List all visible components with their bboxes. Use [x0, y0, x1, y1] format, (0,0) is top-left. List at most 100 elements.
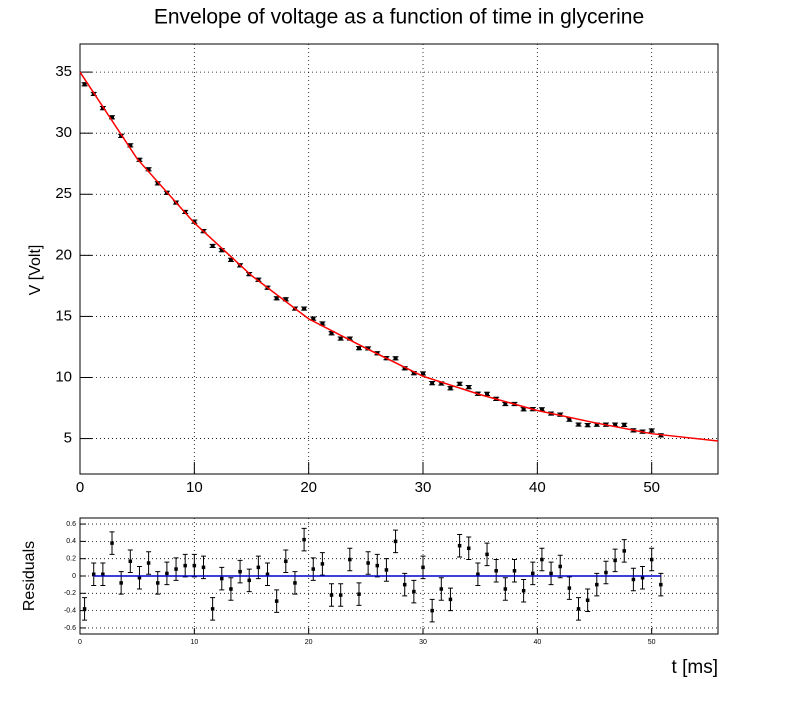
data-point [622, 549, 626, 553]
data-point [457, 543, 462, 548]
data-point [210, 243, 215, 248]
y-axis-label: V [Volt] [27, 245, 44, 296]
data-point [137, 157, 142, 162]
y-tick-label: 0.6 [66, 521, 76, 528]
data-point [585, 423, 590, 428]
y-tick-label: 0.4 [66, 538, 76, 545]
data-point [576, 422, 581, 427]
data-point [128, 143, 133, 148]
fit-line [79, 71, 719, 442]
data-point [613, 422, 618, 427]
x-tick-label: 50 [643, 479, 660, 496]
data-point [357, 592, 361, 596]
data-point [165, 571, 169, 576]
data-point [503, 402, 508, 407]
data-point [604, 570, 608, 575]
x-tick-label: 30 [415, 479, 432, 496]
data-point [137, 575, 142, 580]
data-point [393, 356, 398, 361]
data-point [201, 565, 206, 570]
data-point [183, 563, 187, 568]
x-axis-label: t [ms] [672, 657, 718, 678]
data-point [466, 385, 471, 390]
data-point [375, 563, 380, 568]
data-point [421, 371, 426, 376]
data-point [366, 346, 371, 351]
data-point [219, 248, 224, 253]
data-point [283, 297, 288, 302]
data-point [91, 572, 96, 577]
data-point [659, 582, 663, 587]
data-point [155, 581, 160, 585]
data-point [274, 296, 279, 301]
data-point [229, 587, 233, 591]
data-point [110, 115, 115, 120]
data-point [549, 571, 553, 576]
data-point [503, 587, 508, 591]
data-point [265, 572, 270, 577]
data-point [439, 587, 444, 591]
y-tick-label: 0 [72, 573, 76, 580]
data-point [439, 381, 444, 386]
data-point [485, 552, 489, 557]
data-point [174, 567, 178, 571]
data-point [512, 569, 517, 573]
data-point [494, 569, 498, 573]
data-point [521, 588, 526, 593]
data-point [649, 428, 654, 433]
x-tick-label: 20 [305, 639, 313, 646]
y-tick-label: 15 [55, 307, 72, 324]
data-point [228, 257, 233, 262]
x-tick-label: 10 [186, 479, 203, 496]
data-point [302, 537, 306, 542]
x-tick-label: 50 [648, 639, 656, 646]
data-point [521, 407, 526, 412]
data-point [284, 559, 288, 564]
data-point [110, 541, 114, 545]
y-tick-label: 25 [55, 185, 72, 202]
data-point [320, 321, 325, 326]
data-point [567, 586, 572, 590]
data-point [421, 565, 425, 570]
y-tick-label: -0.2 [64, 590, 76, 597]
y-tick-label: 20 [55, 246, 72, 263]
data-point [82, 607, 87, 611]
data-point [531, 571, 535, 576]
data-point [430, 608, 434, 613]
data-point [348, 557, 352, 562]
data-point [82, 82, 87, 87]
data-point [558, 564, 562, 569]
x-tick-label: 30 [419, 639, 427, 646]
chart-title: Envelope of voltage as a function of tim… [154, 6, 644, 29]
x-tick-label: 40 [533, 639, 541, 646]
data-point [613, 558, 617, 563]
data-point [476, 572, 480, 577]
plot-frame [79, 43, 719, 475]
data-point [540, 557, 544, 562]
x-tick-label: 10 [190, 639, 198, 646]
data-point [402, 366, 407, 371]
data-point [622, 422, 627, 427]
data-point [567, 417, 572, 422]
data-point [384, 568, 389, 572]
data-point [210, 607, 215, 611]
data-point [192, 219, 197, 224]
x-tick-label: 20 [300, 479, 317, 496]
data-point [128, 559, 133, 564]
data-point [411, 371, 416, 376]
data-point [329, 331, 334, 336]
data-point [220, 576, 224, 581]
y-tick-label: 0.2 [66, 556, 76, 563]
data-point [539, 407, 544, 412]
data-point [366, 561, 370, 565]
data-point [594, 422, 599, 427]
data-point [412, 589, 416, 594]
data-point [631, 577, 636, 582]
data-point [311, 567, 315, 571]
data-point [192, 563, 197, 568]
data-point [347, 336, 352, 341]
data-point [119, 581, 123, 585]
data-point [256, 565, 261, 570]
data-point [101, 572, 105, 577]
